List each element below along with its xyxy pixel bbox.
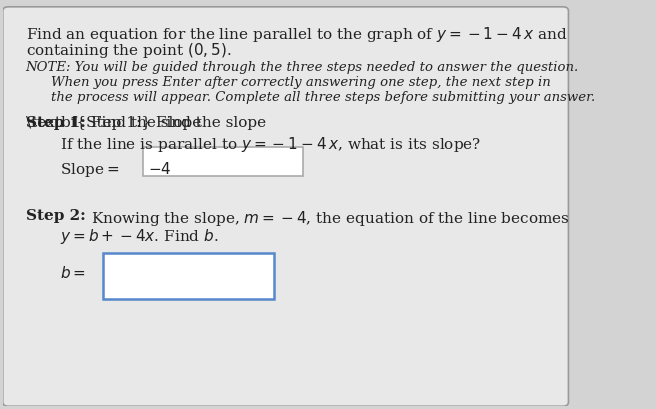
- FancyBboxPatch shape: [103, 253, 274, 299]
- Text: NOTE: You will be guided through the three steps needed to answer the question.: NOTE: You will be guided through the thr…: [26, 61, 579, 74]
- FancyBboxPatch shape: [143, 147, 303, 176]
- Text: Step 1:: Step 1:: [26, 116, 85, 130]
- Text: the process will appear. Complete all three steps before submitting your answer.: the process will appear. Complete all th…: [51, 91, 596, 104]
- Text: Step 2:: Step 2:: [26, 209, 85, 223]
- Text: $b=$: $b=$: [60, 265, 86, 281]
- Text: If the line is parallel to $y=-1-4\,x$, what is its slope?: If the line is parallel to $y=-1-4\,x$, …: [60, 135, 481, 154]
- FancyBboxPatch shape: [3, 7, 569, 406]
- Text: containing the point $(0,5)$.: containing the point $(0,5)$.: [26, 41, 232, 60]
- Text: Find an equation for the line parallel to the graph of $y=-1-4\,x$ and: Find an equation for the line parallel t…: [26, 25, 567, 44]
- Text: Find the slope: Find the slope: [91, 116, 201, 130]
- Text: Knowing the slope, $m=-4$, the equation of the line becomes: Knowing the slope, $m=-4$, the equation …: [91, 209, 570, 228]
- Text: $y=b+-4x$. Find $b$.: $y=b+-4x$. Find $b$.: [60, 227, 218, 246]
- Text: $-4$: $-4$: [148, 161, 172, 178]
- Text: When you press Enter after correctly answering one step, the next step in: When you press Enter after correctly ans…: [51, 76, 551, 89]
- Text: Slope$=$: Slope$=$: [60, 161, 119, 179]
- Text: \textbf{Step 1:} Find the slope: \textbf{Step 1:} Find the slope: [26, 116, 266, 130]
